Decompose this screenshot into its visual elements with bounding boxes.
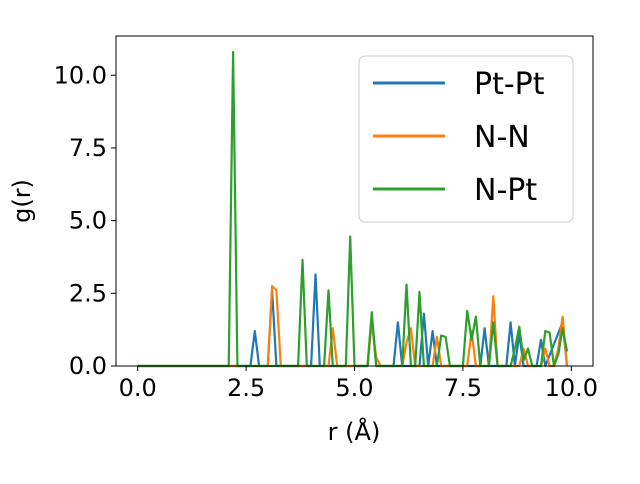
x-axis: 0.0 2.5 5.0 7.5 10.0 bbox=[119, 366, 598, 402]
series-line-n-pt bbox=[137, 50, 569, 368]
y-tick-label: 5.0 bbox=[69, 207, 107, 235]
legend-label-n-pt: N-Pt bbox=[474, 173, 537, 208]
x-tick-label: 10.0 bbox=[545, 374, 598, 402]
y-axis: 0.0 2.5 5.0 7.5 10.0 bbox=[54, 61, 116, 380]
y-tick-label: 2.5 bbox=[69, 279, 107, 307]
x-tick-label: 5.0 bbox=[335, 374, 373, 402]
x-tick-label: 2.5 bbox=[227, 374, 265, 402]
legend-label-pt-pt: Pt-Pt bbox=[474, 67, 545, 102]
legend: Pt-Pt N-N N-Pt bbox=[358, 55, 574, 223]
x-tick-label: 7.5 bbox=[444, 374, 482, 402]
y-tick-label: 0.0 bbox=[69, 352, 107, 380]
y-tick-label: 10.0 bbox=[54, 61, 107, 89]
x-axis-label: r (Å) bbox=[328, 417, 381, 446]
legend-label-n-n: N-N bbox=[474, 120, 530, 155]
legend-box bbox=[358, 55, 574, 223]
y-axis-label: g(r) bbox=[8, 179, 36, 223]
y-tick-label: 7.5 bbox=[69, 134, 107, 162]
x-tick-label: 0.0 bbox=[119, 374, 157, 402]
